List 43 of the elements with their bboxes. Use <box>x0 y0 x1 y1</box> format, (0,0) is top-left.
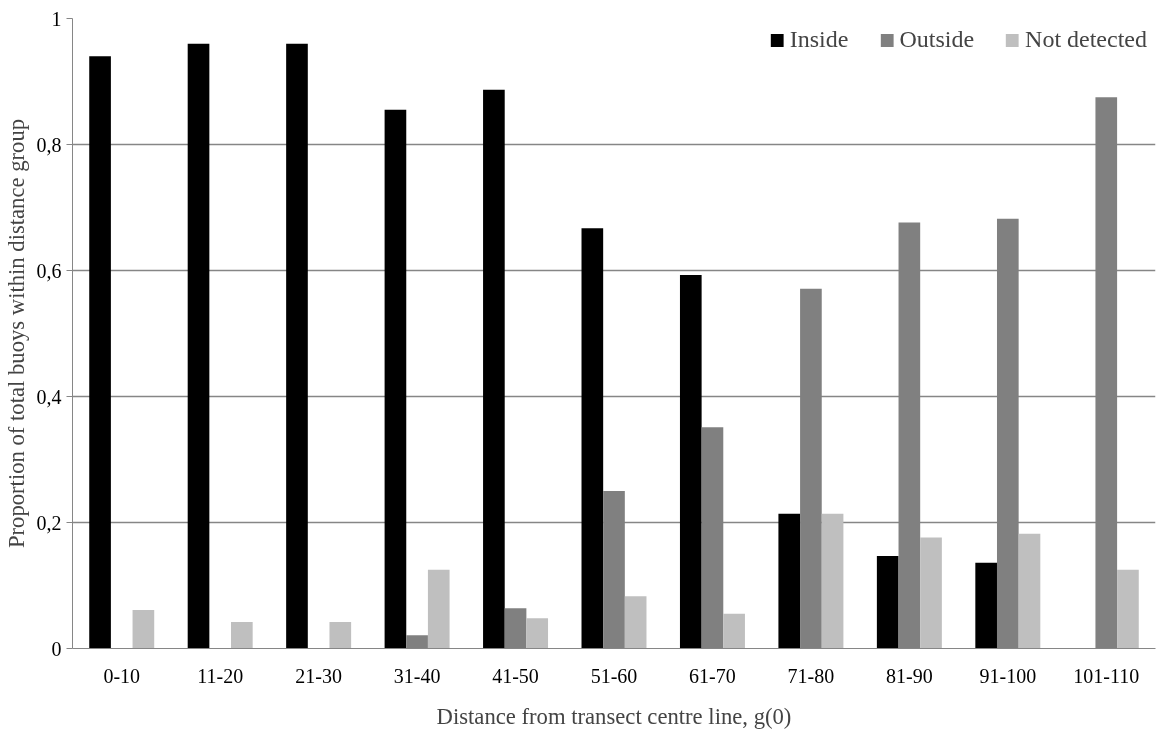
bar <box>427 569 450 649</box>
x-tick-label: 21-30 <box>295 664 342 687</box>
legend-label: Inside <box>789 26 849 53</box>
x-tick-label: 81-90 <box>886 664 933 687</box>
x-tick-label: 31-40 <box>393 664 441 687</box>
bar <box>187 43 210 649</box>
bar <box>329 622 352 649</box>
legend-label: Not detected <box>1025 26 1147 53</box>
bar <box>286 43 308 649</box>
y-tick-label: 0 <box>51 637 62 660</box>
bar <box>821 513 844 649</box>
bar <box>723 613 745 649</box>
bar <box>1018 533 1041 649</box>
x-tick-label: 71-80 <box>787 664 835 687</box>
bar <box>876 555 899 649</box>
y-tick-label: 0,6 <box>36 259 62 282</box>
x-tick-label: 101-110 <box>1073 664 1140 687</box>
bar <box>581 228 604 649</box>
bar <box>1117 569 1139 649</box>
bar <box>231 622 253 649</box>
bar <box>89 56 111 649</box>
y-tick-label: 0,2 <box>36 511 62 534</box>
y-tick-label: 0,4 <box>36 385 62 408</box>
bar <box>920 537 942 649</box>
y-tick-label: 0,8 <box>36 133 62 156</box>
bar <box>778 513 801 649</box>
legend-label: Outside <box>899 26 975 53</box>
bar <box>624 596 647 649</box>
x-tick-label: 51-60 <box>590 664 638 687</box>
x-tick-label: 11-20 <box>197 664 244 687</box>
y-tick-label: 1 <box>51 7 62 30</box>
bar <box>975 562 997 649</box>
y-axis-title: Proportion of total buoys within distance group <box>3 118 29 549</box>
bar <box>483 89 505 649</box>
x-axis-title: Distance from transect centre line, g(0) <box>436 703 792 729</box>
x-tick-label: 41-50 <box>492 664 539 687</box>
x-tick-label: 61-70 <box>689 664 736 687</box>
bar <box>384 109 407 649</box>
bar <box>132 610 155 649</box>
x-tick-label: 91-100 <box>979 664 1037 687</box>
bar <box>679 274 702 649</box>
x-tick-label: 0-10 <box>103 664 141 687</box>
bar <box>526 618 549 649</box>
